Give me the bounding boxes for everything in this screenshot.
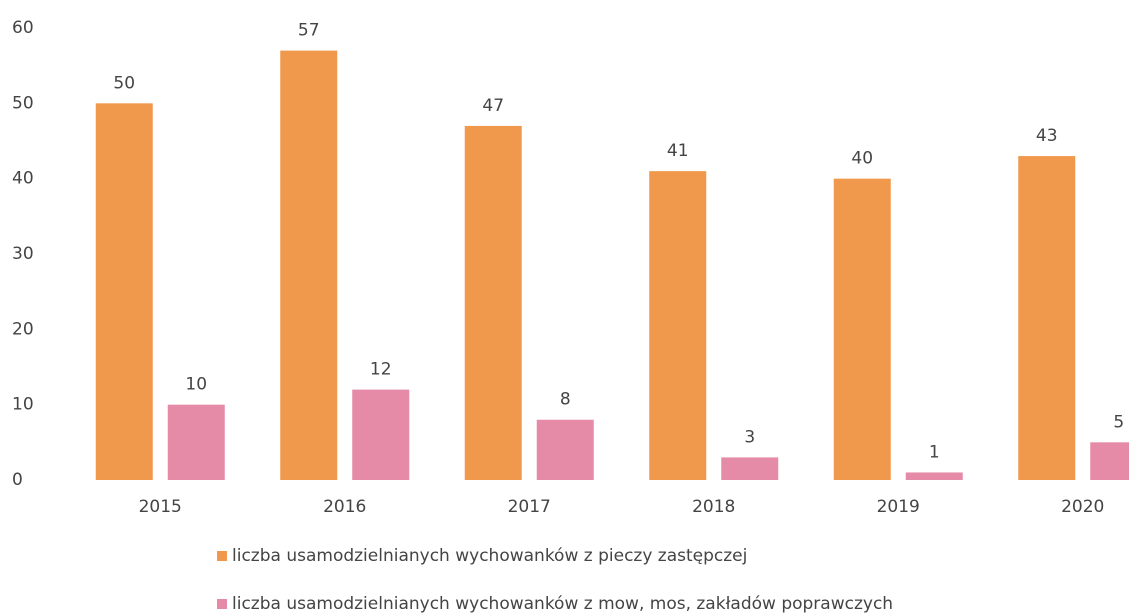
data-label: 40: [851, 149, 873, 169]
bar: [905, 472, 963, 480]
bar: [95, 103, 153, 480]
legend-label: liczba usamodzielnianych wychowanków z m…: [232, 594, 893, 614]
data-label: 57: [298, 21, 320, 41]
x-tick-label: 2019: [877, 497, 920, 517]
data-label: 47: [482, 96, 504, 116]
bar: [721, 457, 779, 480]
bar: [464, 125, 522, 480]
y-tick-label: 50: [12, 93, 34, 113]
data-label: 12: [370, 360, 392, 380]
x-tick-label: 2018: [692, 497, 735, 517]
bar: [833, 178, 891, 480]
bar: [280, 50, 338, 480]
y-tick-label: 0: [12, 470, 23, 490]
data-label: 5: [1113, 412, 1124, 432]
legend-marker: [217, 551, 227, 561]
y-tick-label: 20: [12, 319, 34, 339]
data-label: 10: [185, 375, 207, 395]
x-tick-label: 2016: [323, 497, 366, 517]
data-label: 3: [744, 427, 755, 447]
legend-marker: [217, 599, 227, 609]
x-tick-label: 2017: [508, 497, 551, 517]
bar: [536, 419, 594, 480]
bar: [1090, 442, 1129, 480]
x-tick-label: 2015: [139, 497, 182, 517]
bar: [649, 171, 707, 480]
data-label: 50: [113, 73, 135, 93]
data-label: 43: [1036, 126, 1058, 146]
x-tick-label: 2020: [1061, 497, 1104, 517]
legend-label: liczba usamodzielnianych wychowanków z p…: [232, 546, 747, 566]
bar: [167, 404, 225, 480]
data-label: 41: [667, 141, 689, 161]
bar: [352, 389, 410, 480]
bar: [1018, 156, 1076, 481]
y-tick-label: 30: [12, 244, 34, 264]
y-tick-label: 40: [12, 169, 34, 189]
data-label: 1: [929, 442, 940, 462]
data-label: 8: [560, 390, 571, 410]
y-tick-label: 60: [12, 18, 34, 38]
y-tick-label: 10: [12, 395, 34, 415]
